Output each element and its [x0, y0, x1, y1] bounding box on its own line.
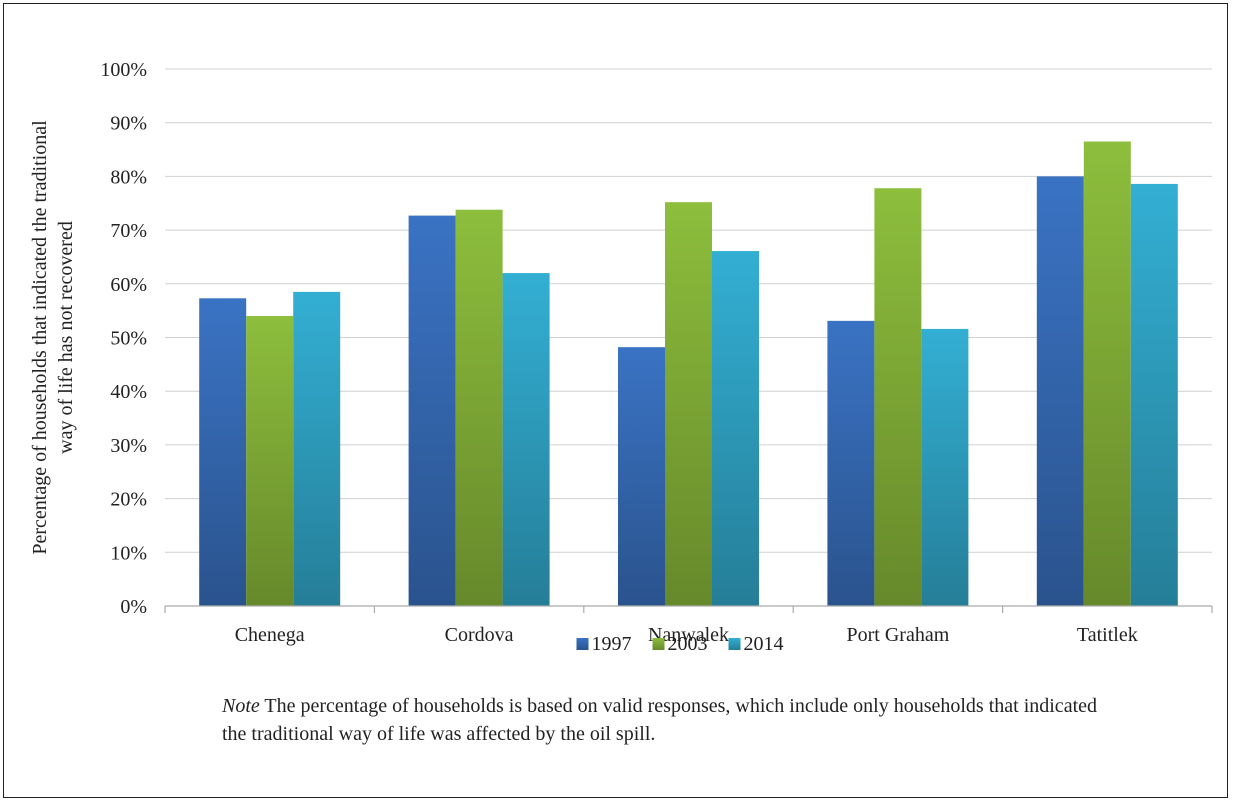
bar-port-graham-1997 [827, 320, 875, 606]
y-tick-label: 10% [110, 542, 147, 564]
note-text: The percentage of households is based on… [222, 695, 1097, 745]
bar-chenega-2003 [246, 316, 294, 606]
bar-tatitlek-2014 [1130, 183, 1178, 606]
y-tick-label: 60% [110, 274, 147, 296]
y-tick-label: 0% [120, 596, 147, 618]
note-label: Note [222, 695, 260, 717]
y-axis-label-line: Percentage of households that indicated … [29, 120, 51, 555]
bar-nanwalek-1997 [618, 347, 665, 606]
x-tick-label: Port Graham [847, 624, 950, 646]
bar-cordova-1997 [408, 215, 456, 606]
bar-tatitlek-2003 [1083, 141, 1131, 606]
y-tick-label: 40% [110, 381, 147, 403]
x-axis [164, 605, 1213, 613]
legend-label: 2003 [668, 633, 708, 655]
y-axis-label: Percentage of households that indicated … [29, 120, 77, 555]
bar-nanwalek-2003 [665, 202, 712, 606]
y-tick-label: 30% [110, 435, 147, 457]
chart-note: Note The percentage of households is bas… [222, 692, 1122, 748]
category-labels: Chenega Cordova Nanwalek Port Graham Tatitle… [235, 624, 1138, 646]
bar-cordova-2014 [502, 273, 550, 606]
legend-swatch-2014 [728, 638, 741, 650]
legend-label: 1997 [592, 633, 632, 655]
y-axis-ticks: 0% 10% 20% 30% 40% 50% 60% 70% 80% 90% 100% [100, 59, 147, 618]
legend-swatch-1997 [576, 638, 589, 650]
y-tick-label: 100% [100, 59, 147, 81]
bar-cordova-2003 [455, 209, 503, 606]
bar-port-graham-2003 [874, 188, 922, 607]
y-tick-label: 70% [110, 220, 147, 242]
legend-label: 2014 [744, 633, 784, 655]
y-axis-label-line: way of life has not recovered [55, 221, 77, 454]
bar-chenega-2014 [293, 291, 341, 606]
y-tick-label: 80% [110, 166, 147, 188]
x-tick-label: Cordova [445, 624, 514, 646]
x-tick-label: Chenega [235, 624, 305, 646]
legend-swatch-2003 [652, 638, 665, 650]
y-tick-label: 90% [110, 113, 147, 135]
y-tick-label: 20% [110, 489, 147, 511]
x-tick-label: Tatitlek [1077, 624, 1138, 646]
bar-port-graham-2014 [921, 328, 969, 606]
bars [199, 141, 1178, 607]
y-tick-label: 50% [110, 328, 147, 350]
figure-frame [3, 3, 1228, 798]
bar-tatitlek-1997 [1036, 176, 1084, 606]
legend: 1997 2003 2014 [576, 633, 784, 655]
bar-nanwalek-2014 [712, 251, 759, 606]
x-tick-label: Nanwalek [648, 624, 729, 646]
bar-chenega-1997 [199, 298, 247, 606]
